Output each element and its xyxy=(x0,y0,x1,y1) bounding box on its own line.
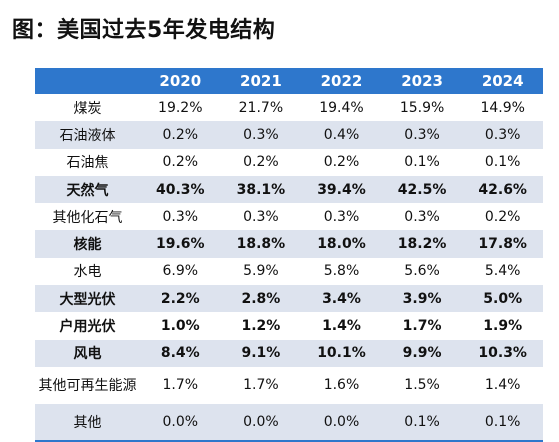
table-header-row: 2020 2021 2022 2023 2024 xyxy=(35,68,543,94)
generation-structure-table: 2020 2021 2022 2023 2024 煤炭 19.2% 21.7% 19.… xyxy=(35,68,543,442)
table-row: 大型光伏 2.2% 2.8% 3.4% 3.9% 5.0% xyxy=(35,285,543,313)
table-cell: 10.3% xyxy=(478,345,527,362)
table-cell: 42.6% xyxy=(478,181,527,198)
header-year: 2024 xyxy=(481,72,524,90)
table-cell: 1.5% xyxy=(404,377,440,394)
table-cell: 14.9% xyxy=(480,99,525,116)
table-cell: 42.5% xyxy=(397,181,447,198)
table-cell: 10.1% xyxy=(317,345,366,362)
table-cell: 0.3% xyxy=(162,208,199,225)
table-cell: 39.4% xyxy=(317,181,366,198)
table-cell: 0.3% xyxy=(243,208,279,225)
header-year: 2023 xyxy=(401,72,443,90)
table-cell: 40.3% xyxy=(156,181,205,198)
table-cell: 5.9% xyxy=(243,263,279,280)
table-cell: 0.2% xyxy=(484,208,521,225)
table-cell: 15.9% xyxy=(399,99,445,116)
table-cell: 6.9% xyxy=(162,263,199,280)
header-year: 2021 xyxy=(240,72,282,90)
row-label: 石油液体 xyxy=(59,127,116,144)
table-cell: 38.1% xyxy=(236,181,286,198)
table-row: 风电 8.4% 9.1% 10.1% 9.9% 10.3% xyxy=(35,339,543,367)
row-label: 其他可再生能源 xyxy=(38,378,137,395)
table-cell: 5.6% xyxy=(404,263,440,280)
table-cell: 0.2% xyxy=(243,154,279,171)
table-row: 其他可再生能源 1.7% 1.7% 1.6% 1.5% 1.4% xyxy=(35,366,543,404)
table-cell: 0.3% xyxy=(323,208,360,225)
table-cell: 21.7% xyxy=(238,99,284,116)
table-cell: 0.1% xyxy=(484,154,521,171)
table-row: 水电 6.9% 5.9% 5.8% 5.6% 5.4% xyxy=(35,257,543,286)
table-cell: 0.2% xyxy=(162,126,199,143)
table-cell: 2.2% xyxy=(160,290,200,307)
table-cell: 1.7% xyxy=(402,318,442,335)
table-cell: 5.0% xyxy=(483,290,523,307)
table-cell: 18.8% xyxy=(236,236,286,253)
table-cell: 0.1% xyxy=(484,413,521,430)
table-cell: 0.4% xyxy=(323,126,360,143)
table-cell: 1.0% xyxy=(160,318,200,335)
table-row: 户用光伏 1.0% 1.2% 1.4% 1.7% 1.9% xyxy=(35,312,543,340)
row-label: 石油焦 xyxy=(66,155,109,172)
table-cell: 8.4% xyxy=(160,345,200,362)
table-cell: 0.3% xyxy=(404,126,440,143)
table-cell: 18.2% xyxy=(397,236,447,253)
table-row: 煤炭 19.2% 21.7% 19.4% 15.9% 14.9% xyxy=(35,94,543,122)
table-cell: 0.1% xyxy=(404,413,440,430)
table-row: 石油液体 0.2% 0.3% 0.4% 0.3% 0.3% xyxy=(35,121,543,149)
table-cell: 1.7% xyxy=(162,377,199,394)
table-cell: 9.9% xyxy=(402,345,442,362)
table-cell: 2.8% xyxy=(241,290,281,307)
row-label: 煤炭 xyxy=(73,100,102,117)
table-cell: 0.3% xyxy=(243,126,279,143)
table-cell: 9.1% xyxy=(241,345,281,362)
table-cell: 3.4% xyxy=(322,290,361,307)
header-corner xyxy=(35,68,140,94)
row-label: 风电 xyxy=(73,346,102,363)
table-cell: 18.0% xyxy=(317,236,366,253)
table-row: 核能 19.6% 18.8% 18.0% 18.2% 17.8% xyxy=(35,230,543,258)
table-row: 其他化石气 0.3% 0.3% 0.3% 0.3% 0.2% xyxy=(35,203,543,231)
table-cell: 1.7% xyxy=(243,377,279,394)
table-row: 石油焦 0.2% 0.2% 0.2% 0.1% 0.1% xyxy=(35,148,543,176)
table-cell: 17.8% xyxy=(478,236,527,253)
table-cell: 1.9% xyxy=(483,318,523,335)
table-cell: 5.8% xyxy=(323,263,360,280)
table-cell: 0.2% xyxy=(162,154,199,171)
row-label: 户用光伏 xyxy=(59,319,116,336)
row-label: 其他 xyxy=(73,414,102,431)
row-label: 水电 xyxy=(73,264,102,281)
header-year: 2020 xyxy=(159,72,202,90)
page-title: 图：美国过去5年发电结构 xyxy=(12,18,276,43)
table-cell: 0.3% xyxy=(484,126,521,143)
table-row: 天然气 40.3% 38.1% 39.4% 42.5% 42.6% xyxy=(35,175,543,204)
table-cell: 0.2% xyxy=(323,154,360,171)
header-year: 2022 xyxy=(320,72,363,90)
table-cell: 0.0% xyxy=(162,413,199,430)
table-cell: 3.9% xyxy=(402,290,442,307)
table-cell: 19.4% xyxy=(319,99,364,116)
table-cell: 19.6% xyxy=(156,236,205,253)
table-row: 其他 0.0% 0.0% 0.0% 0.1% 0.1% xyxy=(35,403,543,441)
table-cell: 0.3% xyxy=(404,208,440,225)
table-cell: 0.0% xyxy=(243,413,279,430)
table-cell: 1.6% xyxy=(323,377,360,394)
table-cell: 5.4% xyxy=(484,263,521,280)
table-cell: 0.0% xyxy=(323,413,360,430)
table-cell: 19.2% xyxy=(158,99,203,116)
row-label: 其他化石气 xyxy=(52,209,123,226)
row-label: 大型光伏 xyxy=(59,291,116,308)
table-cell: 1.4% xyxy=(322,318,361,335)
row-label: 核能 xyxy=(73,237,102,254)
table-cell: 0.1% xyxy=(404,154,440,171)
table-cell: 1.2% xyxy=(241,318,281,335)
table-cell: 1.4% xyxy=(484,377,521,394)
row-label: 天然气 xyxy=(66,182,109,199)
table-body: 煤炭 19.2% 21.7% 19.4% 15.9% 14.9% 石油液体 0.2% 0.3% 0… xyxy=(35,94,543,441)
